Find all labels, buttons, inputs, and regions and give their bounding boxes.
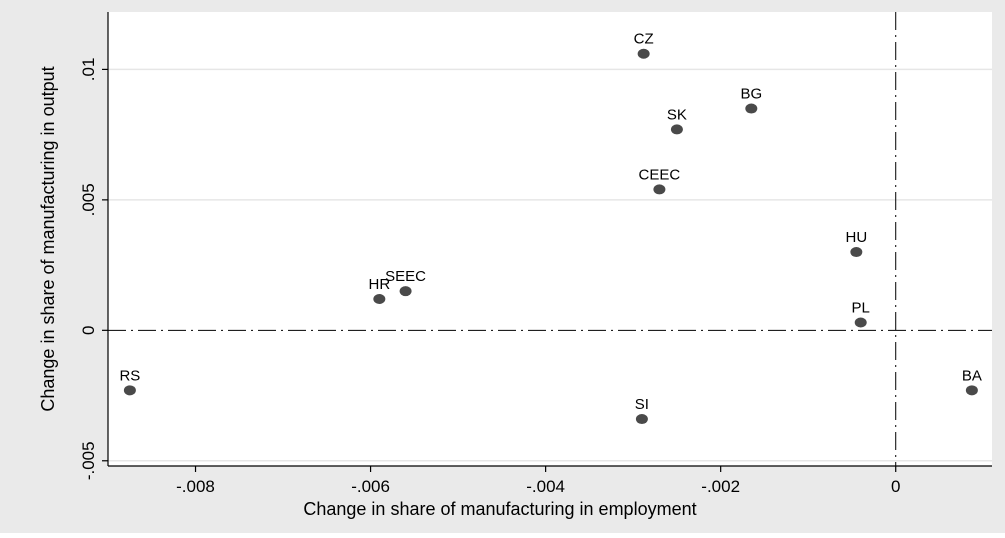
point-label: CEEC (639, 166, 681, 183)
x-axis-title: Change in share of manufacturing in empl… (303, 499, 696, 519)
point-label: SEEC (385, 268, 426, 285)
point-label: CZ (634, 31, 654, 48)
point-label: BG (740, 86, 762, 103)
axis-ticks: -.008 -.006 -.004 -.002 0 -.005 0 .005 .01 (79, 58, 900, 496)
data-point (637, 48, 650, 59)
point-label: SK (667, 106, 687, 123)
data-point (399, 286, 412, 297)
x-tick-label: -.006 (351, 477, 390, 496)
data-point (373, 294, 386, 305)
gridlines (108, 68, 992, 462)
y-axis-title: Change in share of manufacturing in outp… (38, 66, 58, 411)
y-tick-label: 0 (79, 326, 98, 335)
point-label: PL (852, 299, 870, 316)
data-point (850, 247, 863, 258)
reference-lines (108, 12, 992, 466)
point-label: RS (119, 367, 140, 384)
point-label: BA (962, 367, 982, 384)
data-point (670, 124, 683, 135)
data-point (635, 414, 648, 425)
point-label: HU (846, 229, 868, 246)
data-point (745, 103, 758, 114)
x-tick-label: 0 (891, 477, 900, 496)
data-point (653, 184, 666, 195)
data-point (965, 385, 978, 396)
point-label: HR (368, 276, 390, 293)
y-tick-label: .005 (79, 183, 98, 216)
x-tick-label: -.008 (176, 477, 215, 496)
x-tick-label: -.002 (701, 477, 740, 496)
plot-area (108, 12, 992, 466)
y-tick-label: .01 (79, 58, 98, 82)
x-tick-label: -.004 (526, 477, 565, 496)
axes (107, 12, 992, 467)
y-tick-label: -.005 (79, 441, 98, 480)
point-label: SI (635, 396, 649, 413)
data-point (854, 317, 867, 328)
data-point (123, 385, 136, 396)
